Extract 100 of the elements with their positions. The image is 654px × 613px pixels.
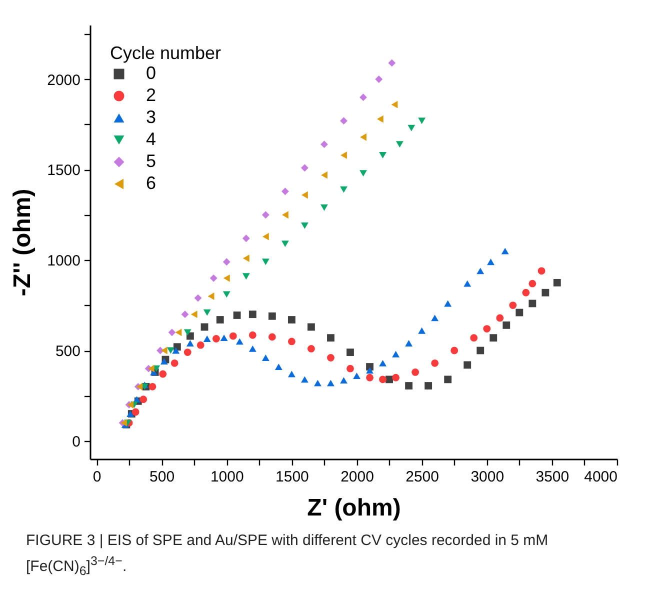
point <box>160 346 168 354</box>
point <box>314 380 322 386</box>
point <box>262 258 270 266</box>
point <box>528 300 536 308</box>
point <box>308 323 315 331</box>
y-tick-label: 500 <box>55 343 80 360</box>
point <box>340 377 348 384</box>
y-tick-label: 0 <box>72 433 80 450</box>
point <box>360 94 367 102</box>
point <box>376 115 384 123</box>
point <box>392 374 400 382</box>
point <box>148 382 156 390</box>
point <box>186 340 194 346</box>
point <box>300 376 308 383</box>
legend-label: 3 <box>146 107 156 127</box>
point <box>166 347 174 354</box>
point <box>366 374 374 382</box>
point <box>346 364 354 372</box>
point <box>248 331 256 339</box>
point <box>262 211 270 219</box>
point <box>300 222 308 229</box>
point <box>431 314 439 322</box>
y-tick-label: 1000 <box>47 252 80 270</box>
point <box>229 332 237 340</box>
point <box>516 308 524 316</box>
point <box>288 316 296 324</box>
x-tick-label: 2000 <box>340 468 374 486</box>
point <box>366 367 374 374</box>
y-tick-label: 2000 <box>47 72 80 89</box>
x-tick-label: 4000 <box>584 468 618 486</box>
point <box>379 376 386 384</box>
point <box>248 310 256 318</box>
y-tick-label: 1500 <box>47 162 80 180</box>
point <box>408 124 416 132</box>
point <box>470 334 478 342</box>
point <box>501 248 509 254</box>
point <box>509 302 517 309</box>
point <box>222 258 230 266</box>
point <box>405 382 413 390</box>
point <box>203 309 211 316</box>
point <box>327 380 334 386</box>
point <box>242 254 250 262</box>
x-tick-label: 3500 <box>536 468 570 486</box>
point <box>553 278 561 286</box>
point <box>242 234 250 242</box>
point <box>160 358 168 365</box>
point <box>262 354 270 361</box>
point <box>346 348 354 356</box>
point <box>208 292 214 300</box>
x-axis-title: Z' (ohm) <box>307 494 401 522</box>
caption: FIGURE 3 | EIS of SPE and Au/SPE with different CV cycles recorded in 5 mM [Fe(CN)$_{6}$]$^{3−/4−}$. <box>26 531 550 580</box>
point <box>538 267 546 275</box>
point <box>194 294 202 302</box>
point <box>242 273 250 280</box>
legend-label: 5 <box>146 151 156 171</box>
point <box>281 188 289 196</box>
point <box>233 312 241 319</box>
x-tick-label: 2500 <box>406 468 439 486</box>
point <box>476 268 484 274</box>
point <box>502 321 510 329</box>
point <box>412 368 420 376</box>
x-tick-label: 0 <box>92 468 102 486</box>
point <box>262 232 269 240</box>
point <box>375 76 383 83</box>
point <box>444 300 452 307</box>
point <box>184 348 192 356</box>
point <box>487 258 494 266</box>
point <box>170 359 178 367</box>
x-tick-label: 3000 <box>470 468 504 486</box>
point <box>172 347 180 354</box>
point <box>140 396 148 404</box>
point <box>320 204 328 211</box>
point <box>220 334 228 342</box>
point <box>168 328 176 336</box>
point <box>248 345 256 352</box>
point <box>223 274 230 282</box>
point <box>424 382 432 390</box>
point <box>392 350 400 358</box>
point <box>216 316 224 324</box>
point <box>288 338 296 346</box>
point <box>132 408 140 416</box>
point <box>431 359 439 367</box>
point <box>353 372 360 380</box>
point <box>327 354 334 362</box>
point <box>542 288 550 296</box>
point <box>181 310 189 318</box>
point <box>360 170 367 176</box>
point <box>418 327 426 334</box>
legend-label: 2 <box>146 85 156 105</box>
x-tick-label: 1500 <box>276 468 309 486</box>
point <box>528 280 536 288</box>
point <box>340 151 347 159</box>
point <box>464 280 472 287</box>
point <box>321 171 328 179</box>
point <box>340 186 348 193</box>
point <box>196 341 204 349</box>
point <box>327 334 334 342</box>
point <box>222 291 230 298</box>
x-tick-label: 1000 <box>210 468 244 486</box>
point <box>388 59 396 67</box>
